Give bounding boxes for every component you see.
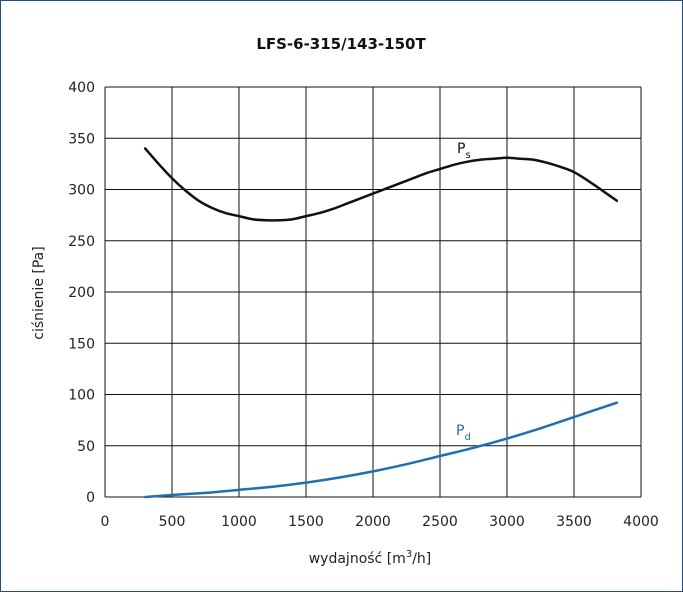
y-tick-label: 150 bbox=[68, 336, 95, 352]
x-axis-label: wydajność [m3/h] bbox=[309, 549, 432, 567]
x-tick-label: 1500 bbox=[288, 514, 324, 530]
x-axis-label-end: /h] bbox=[412, 551, 431, 567]
series-label-pd-name: P bbox=[456, 423, 464, 439]
x-tick-label: 4000 bbox=[623, 514, 659, 530]
x-tick-labels: 0 500 1000 1500 2000 2500 3000 3500 4000 bbox=[101, 514, 659, 530]
x-tick-label: 1000 bbox=[221, 514, 257, 530]
x-axis-label-text: wydajność [m bbox=[309, 551, 406, 567]
series-label-pd: Pd bbox=[456, 423, 471, 443]
chart-title: LFS-6-315/143-150T bbox=[256, 35, 426, 53]
y-tick-label: 100 bbox=[68, 388, 95, 404]
x-axis-label-superscript: 3 bbox=[406, 549, 412, 560]
y-tick-labels: 0 50 100 150 200 250 300 350 400 bbox=[68, 80, 95, 506]
y-tick-label: 300 bbox=[68, 183, 95, 199]
series-label-pd-sub: d bbox=[464, 432, 470, 443]
y-tick-label: 50 bbox=[77, 439, 95, 455]
series-lines bbox=[143, 147, 619, 499]
x-tick-label: 3000 bbox=[489, 514, 525, 530]
y-tick-label: 0 bbox=[86, 490, 95, 506]
y-tick-label: 250 bbox=[68, 234, 95, 250]
x-tick-label: 2000 bbox=[355, 514, 391, 530]
grid bbox=[104, 86, 642, 498]
series-label-ps-name: P bbox=[457, 141, 465, 157]
x-tick-label: 500 bbox=[159, 514, 186, 530]
y-axis-label: ciśnienie [Pa] bbox=[31, 246, 47, 339]
series-line-ps bbox=[143, 147, 619, 222]
y-tick-label: 200 bbox=[68, 285, 95, 301]
series-label-ps: Ps bbox=[457, 141, 471, 161]
series-label-ps-sub: s bbox=[465, 150, 470, 161]
x-tick-label: 0 bbox=[101, 514, 110, 530]
series-line-pd bbox=[143, 401, 619, 499]
x-tick-label: 2500 bbox=[422, 514, 458, 530]
y-tick-label: 400 bbox=[68, 80, 95, 96]
y-tick-label: 350 bbox=[68, 131, 95, 147]
x-tick-label: 3500 bbox=[556, 514, 592, 530]
